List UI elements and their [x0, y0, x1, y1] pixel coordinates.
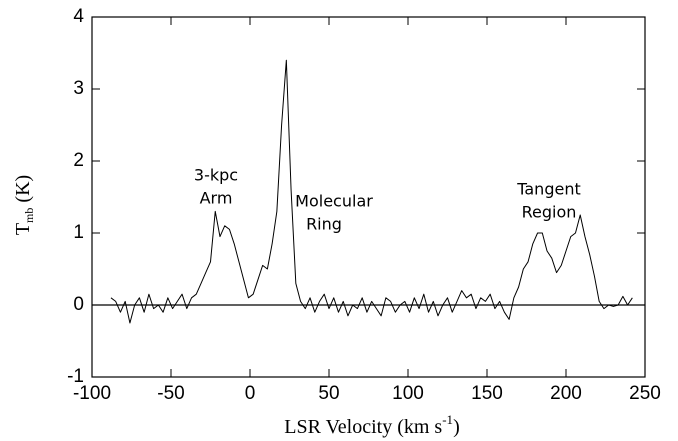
annotation: 3-kpc: [194, 166, 238, 185]
y-tick-label: 1: [73, 222, 84, 243]
y-axis-label: Tmb (K): [12, 175, 36, 235]
x-tick-label: 50: [318, 383, 339, 404]
annotation: Arm: [200, 189, 233, 208]
x-axis-label: LSR Velocity (km s-1): [284, 412, 459, 438]
x-tick-label: -50: [157, 383, 184, 404]
x-tick-label: 250: [629, 383, 661, 404]
x-tick-label: 200: [550, 383, 582, 404]
y-axis-label-text: T: [12, 223, 34, 235]
x-tick-label: 150: [471, 383, 503, 404]
y-tick-label: 4: [73, 6, 84, 27]
plot-frame: [91, 16, 646, 378]
y-axis-label-end: (K): [12, 175, 34, 208]
x-tick-label: -100: [73, 383, 111, 404]
x-tick-label: 0: [245, 383, 256, 404]
y-tick-label: 0: [73, 294, 84, 315]
x-axis-label-sup: -1: [442, 412, 453, 427]
y-tick-label: 2: [73, 150, 84, 171]
annotation: Ring: [306, 215, 342, 234]
y-axis-label-sub: mb: [22, 208, 36, 223]
x-axis-label-end: ): [453, 416, 460, 438]
annotation: Molecular: [295, 192, 373, 211]
x-tick-label: 100: [392, 383, 424, 404]
annotation: Tangent: [516, 180, 580, 199]
y-tick-label: 3: [73, 78, 84, 99]
x-axis-label-text: LSR Velocity (km s: [284, 416, 442, 438]
spectrum-line: [110, 59, 633, 324]
y-tick-label: -1: [67, 366, 84, 387]
annotation: Region: [522, 203, 577, 222]
